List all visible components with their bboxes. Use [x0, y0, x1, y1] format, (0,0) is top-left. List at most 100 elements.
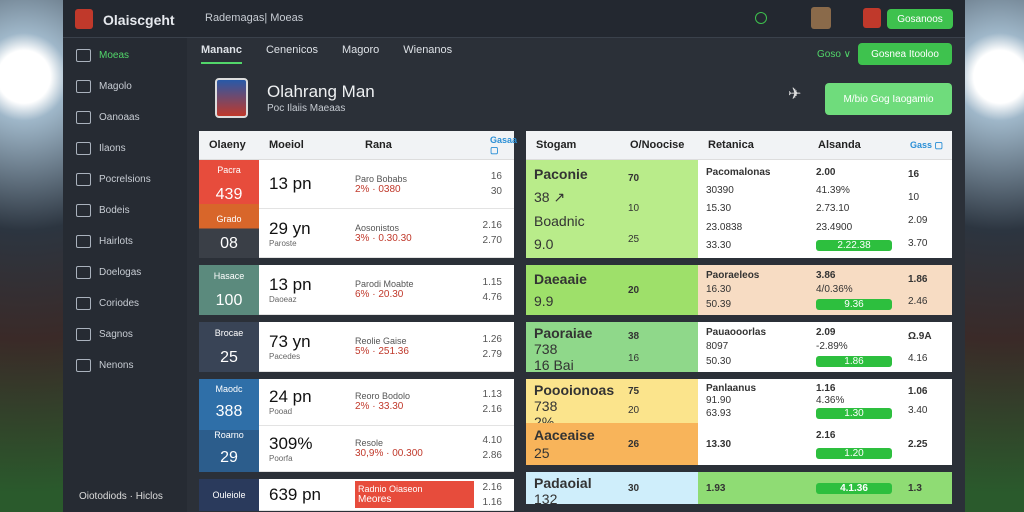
match-row[interactable]: 29 yn Paroste Aosonistos 3% · 0.30.30 2.16 2.…	[259, 209, 514, 258]
label-text: Grado	[216, 214, 242, 225]
data-row[interactable]: Paconie 38 ↗ Boadnic 9.0 70 10 25 Pacomalonas 30…	[526, 160, 952, 258]
cell: 2.25	[900, 423, 952, 465]
odds: 16 30	[474, 169, 514, 199]
cell-text: 25	[534, 445, 550, 461]
menu-item[interactable]: Coriodes	[63, 288, 187, 319]
name: Resole	[355, 437, 384, 448]
data-row[interactable]: Padaoial 132 30 1.93 4.1.36 1.3	[526, 472, 952, 507]
column-header: Olaeny	[209, 139, 246, 151]
label-text: Hasace	[213, 270, 245, 281]
cell: Aaceaise 25	[526, 423, 620, 465]
odd: 16	[490, 171, 502, 182]
cell-text: 63.93	[706, 408, 732, 420]
menu-item[interactable]: Hairlots	[63, 226, 187, 257]
menu-item[interactable]: Oanoaas	[63, 102, 187, 133]
tab[interactable]: Cenenicos	[265, 44, 318, 56]
value: 6% · 20.30	[355, 289, 404, 300]
odd: 2.16	[482, 220, 502, 231]
menu-item[interactable]: Sagnos	[63, 319, 187, 350]
menu-item[interactable]: Bodeis	[63, 195, 187, 226]
cell-text: 1.86	[908, 273, 928, 285]
tab[interactable]: Mananc	[201, 44, 242, 64]
odds: 1.15 4.76	[474, 275, 514, 305]
sidebar: Moeas Magolo Oanoaas Ilaons Pocrelsions Bodei…	[63, 38, 187, 512]
cell: 1.93	[698, 472, 808, 504]
cell-text: 2.09	[908, 215, 928, 226]
label-text: 08	[220, 234, 238, 252]
cell-text: 9.9	[534, 293, 554, 309]
tag: Poorfa	[269, 453, 293, 463]
group-label: Brocae 25	[199, 322, 259, 372]
search[interactable]: Rademagas| Moeas	[205, 12, 304, 24]
match-row[interactable]: 309% Poorfa Resole 30,9% · 00.300 4.10 2.86	[259, 426, 514, 472]
data-row[interactable]: Daeaaie 9.9 20 Paoraeleos 16.30 50.39 3.86 4/0.…	[526, 265, 952, 315]
team-logo	[215, 78, 248, 118]
name: Aosonistos	[355, 222, 400, 233]
score: 309% Poorfa	[259, 434, 355, 463]
group-rows: 73 yn Pacedes Reolie Gaise 5% · 251.36 1.26 2…	[259, 322, 514, 372]
name: Paro Bobabs	[355, 173, 408, 184]
cell: 2.09 -2.89% 1.86	[808, 322, 900, 372]
cell: 1.06 3.40	[900, 379, 952, 423]
match-row[interactable]: 13 pn Daoeaz Parodi Moabte 6% · 20.30 1.15 4.…	[259, 265, 514, 315]
avatar[interactable]	[811, 7, 831, 29]
score: 13 pn Daoeaz	[259, 275, 355, 304]
cell: 3.86 4/0.36% 9.36	[808, 265, 900, 315]
row-group: Pacra 439 Grado 08 13 pn Paro Bobabs 2% · 0380…	[199, 160, 514, 258]
team-button[interactable]: M/bio Gog Iaogamio	[825, 83, 952, 115]
column-header: Retanica	[708, 139, 754, 151]
menu-item[interactable]: Pocrelsions	[63, 164, 187, 195]
column-header: O/Noocise	[630, 139, 685, 151]
cell-text: Paoraiae	[534, 325, 593, 341]
match-row[interactable]: 24 pn Pooad Reoro Bodolo 2% · 33.30 1.13 2.16	[259, 379, 514, 426]
cell-text: 2.25	[908, 438, 928, 450]
label-text: Pacra	[217, 165, 241, 176]
value: 2% · 0380	[355, 183, 401, 195]
menu-item[interactable]: Magolo	[63, 71, 187, 102]
tag: Daoeaz	[269, 295, 297, 304]
data-row[interactable]: Aaceaise 25 26 13.30 2.16 1.20 2.25	[526, 423, 952, 465]
cell-text: 4.16	[908, 352, 928, 364]
cell: Pauaooorlas 8097 50.30	[698, 322, 808, 372]
cell-text: 1.20	[816, 447, 892, 459]
menu: Moeas Magolo Oanoaas Ilaons Pocrelsions Bodei…	[63, 38, 187, 381]
match-name: Radnio Oiaseon Meores	[355, 481, 474, 508]
match-row[interactable]: 13 pn Paro Bobabs 2% · 0380 16 30	[259, 160, 514, 209]
label-text: Brocae	[214, 327, 244, 338]
cell-text: 2.00	[816, 166, 836, 178]
cell-text: 1.30	[816, 408, 892, 420]
menu-item[interactable]: Moeas	[63, 40, 187, 71]
sidebar-footer[interactable]: Oiotodiods · Hiclos	[79, 491, 163, 502]
cell-text: Pauaooorlas	[706, 326, 767, 338]
column-header: Alsanda	[818, 139, 861, 151]
odd: 2.70	[482, 235, 502, 246]
cell-text: 738	[534, 398, 558, 414]
cell-text: 30	[628, 482, 640, 494]
cell-text: 23.0838	[706, 221, 743, 233]
cell-text: 16.30	[706, 284, 732, 296]
value: 3% · 0.30.30	[355, 232, 412, 244]
column-header: Stogam	[536, 139, 577, 151]
tab[interactable]: Magoro	[341, 44, 380, 56]
menu-item[interactable]: Nenons	[63, 350, 187, 381]
match-row[interactable]: 639 pn Radnio Oiaseon Meores 2.16 1.16	[259, 479, 514, 511]
filter[interactable]: Goso ∨	[817, 49, 851, 60]
menu-item[interactable]: Ilaons	[63, 133, 187, 164]
top-button[interactable]: Gosanoos	[887, 9, 953, 29]
value: 5% · 251.36	[355, 346, 409, 357]
odd: 2.79	[482, 348, 502, 360]
cell-text: 91.90	[706, 395, 732, 407]
tab[interactable]: Wienanos	[403, 44, 453, 56]
data-row[interactable]: Paoraiae 738 16 Bai 38 16 Pauaooorlas 8097 50.3…	[526, 322, 952, 373]
cell: 4.1.36	[808, 472, 900, 504]
icon[interactable]	[755, 12, 767, 24]
cell-text: 16	[628, 352, 640, 364]
menu-item[interactable]: Doelogas	[63, 257, 187, 288]
cell-text: 1.06	[908, 386, 928, 397]
cell: 70 10 25	[620, 160, 698, 258]
cell-text: 1.86	[816, 356, 892, 368]
match-row[interactable]: 73 yn Pacedes Reolie Gaise 5% · 251.36 1.26 2…	[259, 322, 514, 372]
column-header: Moeiol	[269, 139, 304, 151]
action-button[interactable]: Gosnea Itooloo	[858, 43, 952, 65]
data-row[interactable]: Poooionoas 738 2% 75 20 Panlaanus 91.90 63.93 1.…	[526, 379, 952, 430]
